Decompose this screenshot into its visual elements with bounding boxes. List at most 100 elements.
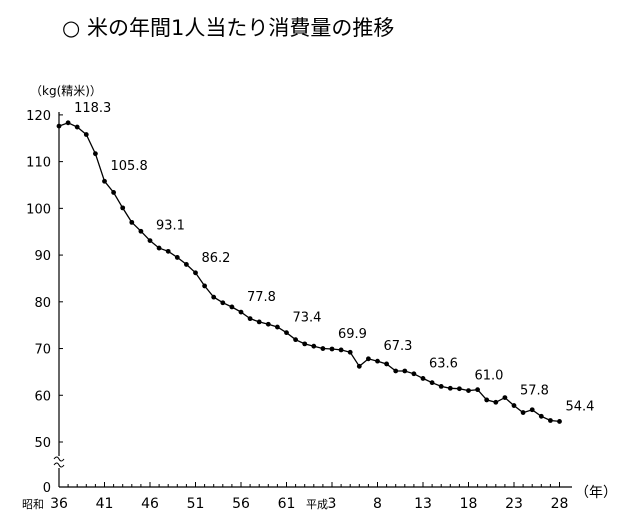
data-point xyxy=(83,132,89,137)
x-tick-label: 51 xyxy=(187,496,205,512)
data-label: 86.2 xyxy=(202,251,231,266)
y-tick-label: 100 xyxy=(26,202,51,217)
data-point xyxy=(74,124,80,130)
data-point xyxy=(366,356,371,362)
x-tick-label: 昭和 xyxy=(22,498,44,511)
data-point xyxy=(284,330,289,336)
x-tick-label: 46 xyxy=(141,496,159,512)
y-axis-label: （kg(精米)） xyxy=(30,84,102,98)
x-tick-label: 61 xyxy=(278,496,296,512)
data-point xyxy=(447,385,453,391)
y-tick-label: 110 xyxy=(26,156,51,171)
chart-title: ○ 米の年間1人当たり消費量の推移 xyxy=(62,16,395,40)
x-axis-ticks: 昭和 36 41 46 51 56 61 平成 3 8 13 18 23 28 xyxy=(22,482,568,512)
data-point xyxy=(429,380,435,386)
x-axis-label: （年） xyxy=(575,485,617,501)
data-point xyxy=(93,151,98,157)
x-tick-label: 13 xyxy=(414,496,432,512)
data-point xyxy=(238,309,244,315)
data-point xyxy=(220,300,226,306)
data-label: 69.9 xyxy=(338,327,367,342)
data-point xyxy=(184,262,189,267)
data-point xyxy=(375,358,380,364)
axis-break-mark xyxy=(53,462,65,468)
x-tick-label: 28 xyxy=(551,496,569,512)
data-point xyxy=(65,120,71,126)
x-tick-label: 36 xyxy=(50,496,68,512)
data-point xyxy=(211,294,217,300)
y-tick-label: 50 xyxy=(34,436,51,451)
data-point xyxy=(356,363,362,369)
data-point xyxy=(293,337,298,343)
y-tick-label: 60 xyxy=(34,389,51,404)
data-point xyxy=(56,123,62,129)
data-point xyxy=(202,283,208,289)
data-point xyxy=(302,341,308,347)
data-point xyxy=(156,245,162,251)
data-point xyxy=(347,349,353,355)
y-tick-label: 0 xyxy=(43,481,51,496)
x-tick-label: 18 xyxy=(460,496,478,512)
data-point xyxy=(320,346,326,351)
data-point xyxy=(438,383,444,389)
y-tick-label: 90 xyxy=(34,249,51,264)
data-point xyxy=(393,368,399,374)
data-point xyxy=(111,190,116,195)
data-point xyxy=(138,228,144,234)
data-point xyxy=(165,248,171,254)
data-point xyxy=(548,418,553,423)
data-point xyxy=(229,304,235,310)
x-tick-label: 3 xyxy=(328,496,337,512)
data-point xyxy=(520,410,526,415)
data-point xyxy=(311,343,317,349)
data-point xyxy=(256,319,262,325)
data-point xyxy=(402,368,408,374)
data-labels: 118.3 105.8 93.1 86.2 77.8 73.4 69.9 67.3 63.6 61… xyxy=(74,101,594,415)
data-point xyxy=(466,388,471,393)
data-point xyxy=(493,399,499,405)
data-point xyxy=(475,387,480,393)
data-point xyxy=(174,255,180,260)
data-point xyxy=(193,270,198,276)
data-point xyxy=(484,397,490,403)
data-point xyxy=(502,395,508,401)
data-point xyxy=(275,324,280,330)
data-point xyxy=(247,316,253,322)
data-point xyxy=(457,386,462,392)
x-tick-label: 8 xyxy=(373,496,382,512)
data-point xyxy=(529,407,535,413)
data-point xyxy=(329,346,335,352)
data-point xyxy=(511,403,517,408)
data-point xyxy=(557,419,562,424)
data-point xyxy=(411,371,417,377)
data-point xyxy=(102,178,107,184)
data-label: 57.8 xyxy=(520,384,549,399)
data-point xyxy=(120,205,126,211)
x-tick-label: 平成 xyxy=(306,498,328,511)
y-axis-ticks: 0 50 60 70 80 90 100 110 120 xyxy=(26,109,63,496)
data-label: 67.3 xyxy=(384,339,413,354)
data-points xyxy=(56,120,562,424)
data-label: 93.1 xyxy=(156,219,185,234)
data-label: 61.0 xyxy=(475,369,504,384)
data-point xyxy=(338,347,344,353)
x-tick-label: 56 xyxy=(232,496,250,512)
data-point xyxy=(147,238,153,243)
data-label: 105.8 xyxy=(111,159,148,174)
x-tick-label: 41 xyxy=(96,496,114,512)
data-point xyxy=(384,361,389,367)
y-tick-label: 70 xyxy=(34,343,51,358)
axis-break-mark xyxy=(53,456,65,462)
x-tick-label: 23 xyxy=(505,496,523,512)
data-point xyxy=(129,219,135,225)
data-point xyxy=(538,413,544,419)
data-label: 54.4 xyxy=(566,399,595,414)
data-label: 77.8 xyxy=(247,290,276,305)
data-label: 63.6 xyxy=(429,356,458,371)
y-tick-label: 120 xyxy=(26,109,51,124)
data-label: 118.3 xyxy=(74,101,111,116)
data-label: 73.4 xyxy=(293,311,322,326)
data-point xyxy=(265,321,271,327)
y-tick-label: 80 xyxy=(34,296,51,311)
